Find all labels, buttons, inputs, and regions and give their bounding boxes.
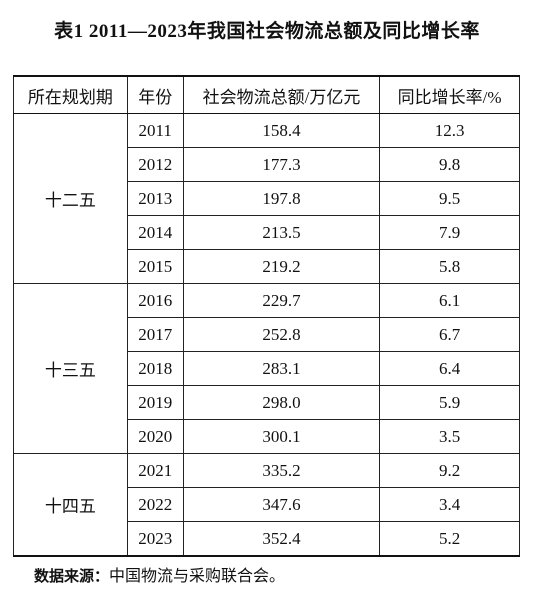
year-cell: 2013: [126, 181, 184, 216]
growth-cell: 3.5: [379, 419, 520, 454]
year-cell: 2014: [126, 215, 184, 250]
total-cell: 177.3: [182, 147, 381, 182]
header-cell: 年份: [126, 75, 184, 114]
table-row: 2020 300.1 3.5: [14, 419, 520, 454]
year-cell: 2021: [126, 453, 184, 488]
table-row: 十四五 2021 335.2 9.2: [13, 453, 520, 557]
period-cell: 十四五: [13, 453, 128, 557]
year-cell: 2015: [126, 249, 184, 284]
source-label: 数据来源：: [34, 567, 110, 585]
table-row: 2022 347.6 3.4: [14, 487, 520, 522]
growth-cell: 3.4: [379, 487, 520, 522]
year-cell: 2016: [126, 283, 184, 318]
total-cell: 158.4: [182, 113, 381, 148]
growth-cell: 6.1: [379, 283, 520, 318]
year-cell: 2019: [126, 385, 184, 420]
year-cell: 2022: [126, 487, 184, 522]
total-cell: 298.0: [182, 385, 381, 420]
table-row: 2014 213.5 7.9: [14, 215, 520, 250]
year-cell: 2023: [126, 521, 184, 557]
growth-cell: 7.9: [379, 215, 520, 250]
period-cell: 十二五: [13, 113, 128, 284]
year-cell: 2020: [126, 419, 184, 454]
growth-cell: 5.8: [379, 249, 520, 284]
table-row: 2019 298.0 5.9: [14, 385, 520, 420]
growth-cell: 9.2: [379, 453, 520, 488]
growth-cell: 9.8: [379, 147, 520, 182]
total-cell: 197.8: [182, 181, 381, 216]
table-row: 2023 352.4 5.2: [14, 521, 520, 557]
data-table: 所在规划期 年份 社会物流总额/万亿元 同比增长率/% 十二五 2011 158.4 12.…: [13, 75, 520, 557]
table-row: 十三五 2016 229.7 6.1: [13, 283, 520, 454]
header-cell: 社会物流总额/万亿元: [182, 75, 381, 114]
year-cell: 2011: [126, 113, 184, 148]
total-cell: 335.2: [182, 453, 381, 488]
year-cell: 2018: [126, 351, 184, 386]
source-text: 中国物流与采购联合会。: [109, 568, 286, 585]
source-note: 数据来源：中国物流与采购联合会。: [34, 562, 285, 586]
table-row: 十二五 2011 158.4 12.3: [13, 113, 520, 284]
table-body: 十二五 2011 158.4 12.3 2012 177.3 9.8 2013 197.8 9.5…: [13, 113, 520, 557]
growth-cell: 6.4: [379, 351, 520, 386]
year-cell: 2012: [126, 147, 184, 182]
total-cell: 252.8: [182, 317, 381, 352]
period-cell: 十三五: [13, 283, 128, 454]
growth-cell: 12.3: [379, 113, 520, 148]
total-cell: 229.7: [182, 283, 381, 318]
growth-cell: 5.9: [379, 385, 520, 420]
total-cell: 352.4: [182, 521, 381, 557]
growth-cell: 9.5: [379, 181, 520, 216]
table-title: 表1 2011—2023年我国社会物流总额及同比增长率: [54, 21, 480, 42]
table-header: 所在规划期 年份 社会物流总额/万亿元 同比增长率/%: [13, 75, 520, 114]
header-cell: 同比增长率/%: [379, 75, 520, 114]
total-cell: 213.5: [182, 215, 381, 250]
table-row: 2017 252.8 6.7: [14, 317, 520, 352]
growth-cell: 5.2: [379, 521, 520, 557]
total-cell: 300.1: [182, 419, 381, 454]
total-cell: 219.2: [182, 249, 381, 284]
header-row: 所在规划期 年份 社会物流总额/万亿元 同比增长率/%: [13, 75, 520, 114]
year-cell: 2017: [126, 317, 184, 352]
table-row: 2013 197.8 9.5: [14, 181, 520, 216]
header-cell: 所在规划期: [13, 75, 128, 114]
total-cell: 347.6: [182, 487, 381, 522]
growth-cell: 6.7: [379, 317, 520, 352]
table-row: 2018 283.1 6.4: [14, 351, 520, 386]
table-row: 2015 219.2 5.8: [14, 249, 520, 284]
table-row: 2012 177.3 9.8: [14, 147, 520, 182]
total-cell: 283.1: [182, 351, 381, 386]
